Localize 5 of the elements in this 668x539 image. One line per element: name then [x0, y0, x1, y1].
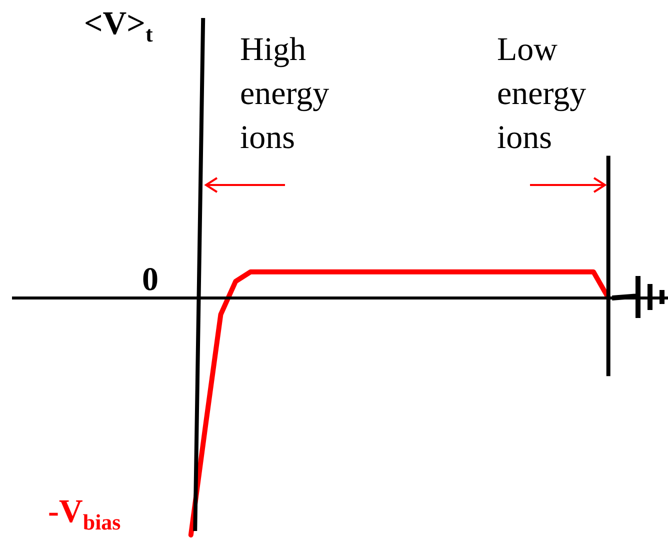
- annotation: -V$_{bias}$: [48, 493, 121, 537]
- annotation: 0: [142, 261, 158, 300]
- text: <V>$_{t}$: [84, 5, 153, 49]
- text: High energy ions: [240, 31, 330, 158]
- text: Low energy ions: [497, 31, 588, 158]
